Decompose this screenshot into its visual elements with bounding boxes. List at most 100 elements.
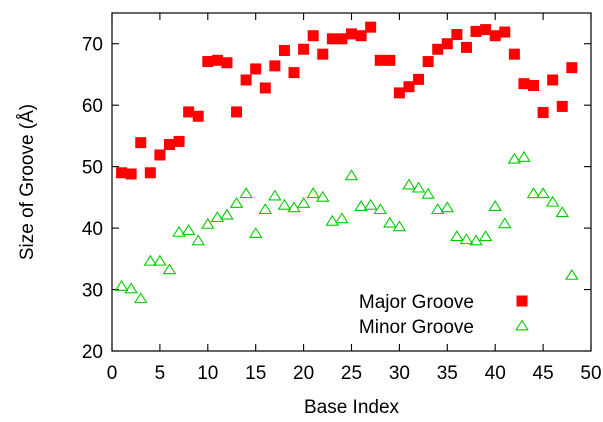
major-groove-point	[365, 21, 377, 33]
y-tick-label: 50	[82, 158, 103, 179]
minor-groove-point	[344, 169, 359, 181]
minor-groove-point	[153, 254, 167, 266]
minor-groove-point	[133, 292, 148, 304]
minor-groove-point	[229, 196, 244, 208]
x-tick-label: 10	[197, 363, 218, 384]
minor-groove-point	[201, 217, 215, 229]
x-tick-label: 25	[341, 363, 362, 384]
major-groove-point	[336, 33, 348, 45]
major-groove-point	[231, 106, 243, 118]
minor-groove-point	[114, 279, 129, 291]
minor-groove-point	[478, 230, 493, 242]
major-groove-point	[269, 60, 281, 72]
series-layer	[114, 21, 579, 304]
minor-groove-point	[325, 214, 340, 226]
major-groove-point	[288, 67, 300, 79]
legend-label-major-groove: Major Groove	[359, 292, 474, 313]
minor-groove-point	[545, 195, 560, 207]
minor-groove-point	[517, 150, 531, 162]
minor-groove-point	[469, 234, 483, 246]
major-groove-point	[566, 62, 578, 74]
major-groove-point	[317, 48, 329, 60]
minor-groove-point	[335, 212, 349, 224]
minor-groove-point	[565, 268, 579, 280]
major-groove-point	[489, 30, 501, 42]
minor-groove-point	[306, 187, 320, 199]
major-groove-point	[422, 56, 434, 68]
y-axis-label: Size of Groove (Å)	[17, 104, 38, 260]
major-groove-series	[116, 21, 578, 180]
major-groove-point	[221, 57, 233, 69]
legend-marker-minor-groove	[515, 319, 529, 331]
major-groove-point	[192, 110, 204, 122]
legend-markers	[515, 295, 529, 331]
major-groove-point	[298, 43, 310, 55]
major-groove-point	[403, 81, 415, 93]
x-tick-labels: 0 5 10 15 20 25 30 35 40 45 50	[107, 363, 602, 384]
major-groove-point	[125, 168, 137, 180]
y-tick-labels: 20 30 40 50 60 70	[82, 35, 103, 363]
minor-groove-point	[258, 203, 273, 215]
y-tick-label: 60	[82, 96, 103, 117]
y-tick-label: 20	[82, 342, 103, 363]
major-groove-point	[556, 100, 568, 112]
x-tick-label: 5	[155, 363, 166, 384]
major-groove-point	[441, 38, 453, 50]
x-tick-label: 20	[293, 363, 314, 384]
minor-groove-point	[363, 198, 378, 210]
minor-groove-point	[536, 187, 550, 199]
minor-groove-point	[220, 208, 234, 220]
minor-groove-point	[440, 201, 455, 213]
major-groove-point	[202, 56, 214, 68]
major-groove-point	[307, 30, 319, 42]
major-groove-point	[384, 54, 396, 66]
x-tick-label: 45	[533, 363, 554, 384]
minor-groove-point	[507, 152, 522, 164]
minor-groove-point	[459, 233, 474, 245]
minor-groove-point	[555, 206, 570, 218]
axis-ticks	[111, 13, 592, 352]
minor-groove-point	[315, 190, 330, 202]
y-tick-label: 70	[82, 35, 103, 56]
minor-groove-point	[287, 201, 301, 213]
major-groove-point	[240, 74, 252, 86]
minor-groove-point	[421, 187, 435, 199]
minor-groove-point	[277, 198, 292, 210]
x-tick-label: 50	[580, 363, 601, 384]
x-tick-label: 0	[107, 363, 118, 384]
major-groove-point	[499, 26, 511, 38]
minor-groove-point	[430, 203, 445, 215]
minor-groove-point	[373, 203, 388, 215]
minor-groove-point	[268, 189, 282, 201]
major-groove-point	[413, 73, 425, 85]
major-groove-point	[163, 139, 175, 151]
minor-groove-point	[181, 224, 196, 235]
major-groove-point	[173, 135, 185, 147]
major-groove-point	[374, 54, 386, 66]
major-groove-point	[508, 48, 520, 60]
major-groove-point	[326, 33, 338, 45]
minor-groove-point	[411, 181, 426, 193]
minor-groove-point	[248, 227, 263, 239]
major-groove-point	[470, 25, 482, 37]
major-groove-point	[451, 29, 463, 41]
major-groove-point	[278, 44, 290, 56]
minor-groove-point	[143, 254, 158, 266]
major-groove-point	[537, 107, 549, 119]
y-tick-label: 30	[82, 281, 103, 302]
minor-groove-point	[172, 225, 186, 237]
minor-groove-point	[488, 200, 502, 211]
major-groove-point	[183, 106, 195, 118]
minor-groove-point	[124, 282, 138, 294]
major-groove-point	[116, 167, 128, 179]
legend-label-minor-groove: Minor Groove	[359, 317, 474, 338]
major-groove-point	[518, 78, 530, 90]
x-tick-label: 15	[245, 363, 266, 384]
x-axis-label: Base Index	[304, 397, 400, 418]
legend-marker-major-groove	[516, 295, 528, 307]
minor-groove-point	[239, 187, 253, 199]
major-groove-point	[211, 54, 223, 66]
minor-groove-point	[162, 263, 177, 275]
minor-groove-point	[498, 217, 512, 229]
